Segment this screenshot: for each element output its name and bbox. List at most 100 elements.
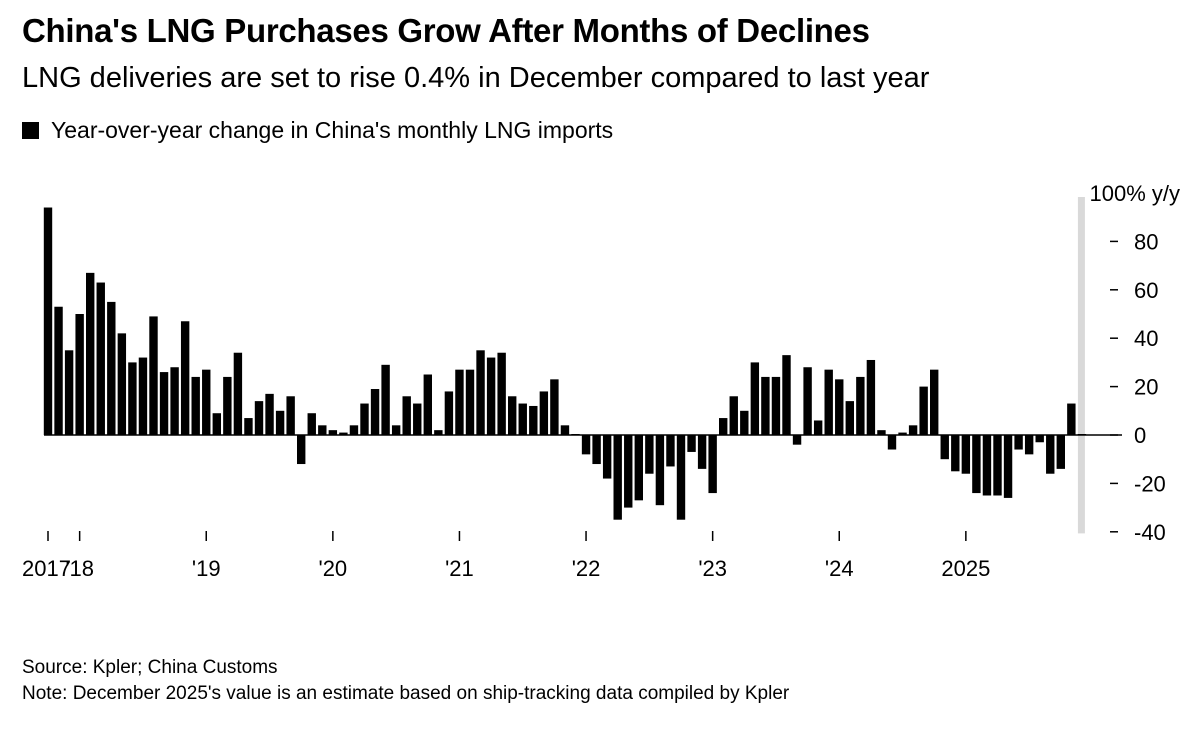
bar (307, 413, 316, 435)
bar (645, 435, 654, 474)
footer: Source: Kpler; China Customs Note: Decem… (22, 655, 789, 707)
bar (835, 379, 844, 435)
bar (993, 435, 1002, 496)
bar (898, 432, 907, 435)
bar (455, 369, 464, 435)
bar (170, 367, 179, 435)
bar (581, 435, 591, 455)
y-tick-label: 40 (1134, 326, 1158, 351)
bar (930, 369, 939, 435)
bar (318, 425, 327, 435)
bar (54, 306, 63, 435)
bar (1014, 435, 1023, 450)
y-tick-label: 0 (1134, 423, 1146, 448)
x-tick-label: '18 (65, 556, 94, 581)
bar (128, 362, 137, 435)
bar (223, 376, 232, 435)
bar (729, 396, 738, 435)
bar (708, 435, 717, 494)
bar (233, 352, 243, 435)
bar (961, 435, 971, 474)
bar (761, 376, 770, 435)
bar (191, 376, 200, 435)
bar (919, 386, 928, 435)
bar (381, 364, 390, 435)
bar (982, 435, 992, 496)
bar (212, 413, 221, 435)
bar (349, 425, 359, 435)
bar (518, 403, 527, 435)
bar (138, 357, 148, 435)
bar (339, 432, 348, 435)
bar (866, 359, 876, 435)
y-axis-unit-label: 100% y/y (1090, 181, 1181, 206)
bar (265, 393, 274, 435)
bar (792, 435, 802, 445)
bar (508, 396, 517, 435)
x-tick-label: '20 (319, 556, 348, 581)
bar (771, 376, 781, 435)
bar (413, 403, 422, 435)
bar (539, 391, 549, 435)
footnote: Note: December 2025's value is an estima… (22, 683, 790, 704)
x-tick-label: '23 (698, 556, 727, 581)
x-tick-label: 2017 (22, 556, 71, 581)
bar (676, 435, 686, 520)
bar (550, 379, 559, 435)
bar (560, 425, 570, 435)
bar (908, 425, 918, 435)
bar (845, 401, 854, 435)
bar (624, 435, 633, 508)
bar (1003, 435, 1013, 498)
bar (328, 430, 338, 435)
y-tick-label: 20 (1134, 375, 1158, 400)
bar (360, 403, 369, 435)
bar (803, 367, 812, 435)
bar (86, 272, 95, 435)
bar (96, 282, 105, 435)
bar (297, 435, 306, 465)
bar (813, 420, 823, 435)
bar (613, 435, 622, 520)
bar (370, 389, 380, 435)
bar (666, 435, 675, 467)
bar (1046, 435, 1055, 474)
bar (244, 418, 253, 435)
bar (972, 435, 981, 494)
bar (423, 374, 432, 435)
bar (592, 435, 601, 465)
legend-label: Year-over-year change in China's monthly… (51, 117, 614, 143)
bar (159, 372, 169, 435)
bar (202, 369, 211, 435)
x-tick-label: '21 (445, 556, 474, 581)
bar (750, 362, 760, 435)
bar (740, 410, 749, 435)
x-tick-label: '22 (572, 556, 601, 581)
bar (497, 352, 506, 435)
bar (254, 401, 264, 435)
x-tick-label: '19 (192, 556, 221, 581)
bar (1024, 435, 1034, 455)
bar (697, 435, 707, 469)
y-tick-label: -20 (1134, 471, 1166, 496)
bar (476, 350, 485, 435)
bar (719, 418, 728, 435)
bar (391, 425, 401, 435)
bar (602, 435, 612, 479)
x-tick-label: 2025 (941, 556, 990, 581)
bar (444, 391, 454, 435)
y-tick-label: -40 (1134, 520, 1166, 545)
source-note: Source: Kpler; China Customs (22, 657, 278, 678)
bar (940, 435, 949, 460)
bar (75, 314, 84, 435)
chart-title: China's LNG Purchases Grow After Months … (22, 12, 870, 49)
legend: Year-over-year change in China's monthly… (22, 117, 613, 144)
bar (149, 316, 158, 435)
x-tick-label: '24 (825, 556, 854, 581)
bar (486, 357, 496, 435)
bar (43, 207, 53, 435)
bar (1035, 435, 1044, 443)
bar (655, 435, 665, 506)
y-tick-label: 80 (1134, 229, 1158, 254)
